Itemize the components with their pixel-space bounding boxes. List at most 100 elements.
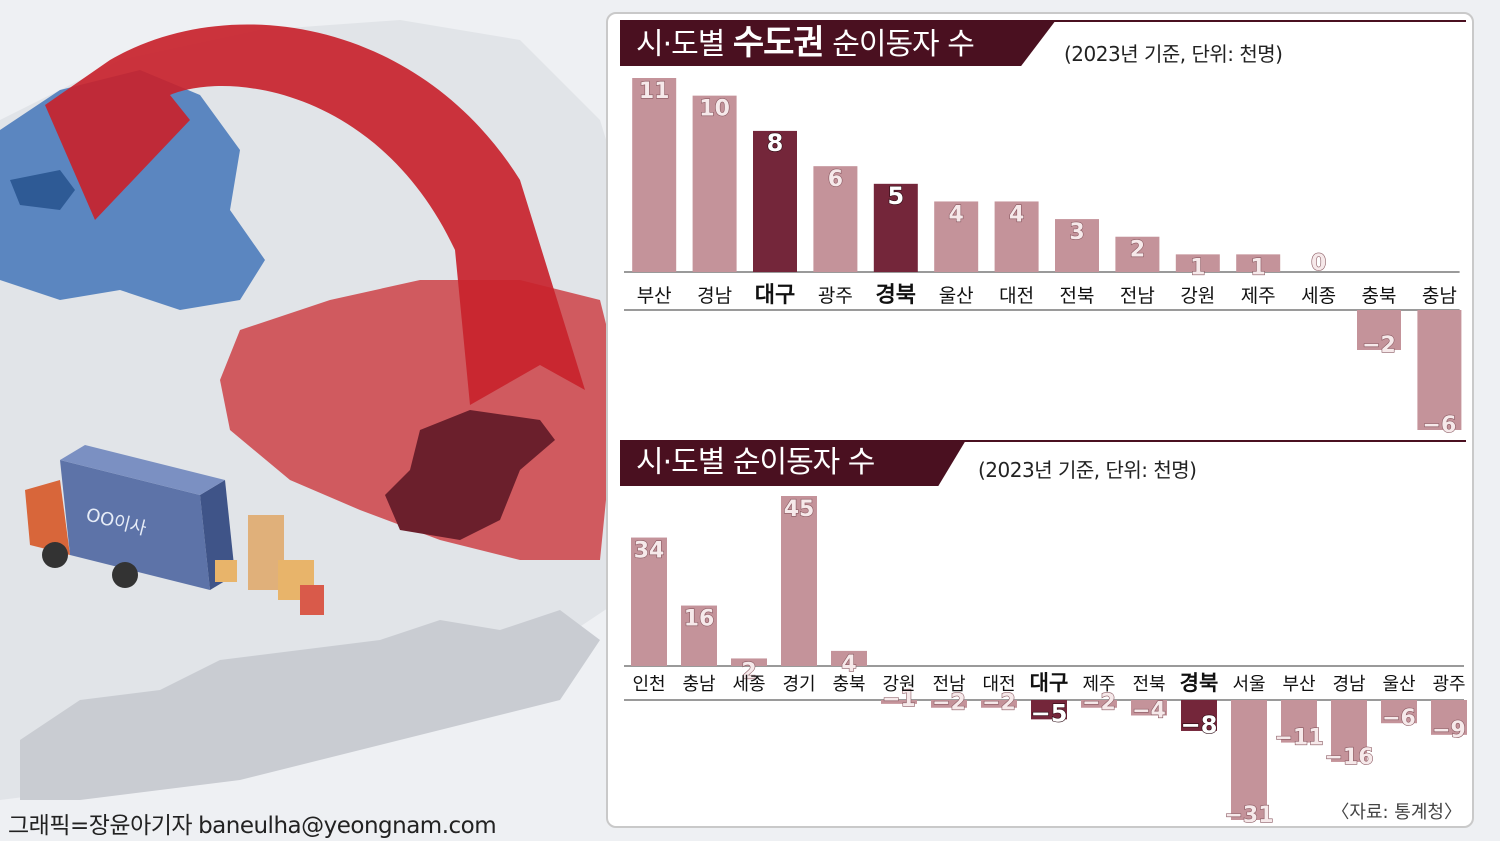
- chart2-bar: [731, 658, 767, 666]
- chart1-value-label: 3: [1069, 220, 1084, 245]
- chart2-category-label: 강원: [882, 674, 915, 695]
- chart2-value-label: −11: [1274, 726, 1323, 751]
- chart1-bar: [994, 201, 1039, 272]
- chart2-bar: [831, 650, 867, 666]
- chart1-category-label: 부산: [637, 285, 672, 307]
- map-southern-coast: [20, 610, 600, 800]
- chart1-category-label: 광주: [818, 285, 853, 307]
- chart2-category-label: 전북: [1132, 674, 1165, 695]
- chart2-title-text: 시·도별 순이동자 수: [636, 445, 875, 480]
- chart2-bar: [1381, 700, 1417, 724]
- chart2-bar: [781, 496, 817, 666]
- chart1-bar: [873, 183, 918, 272]
- chart1-title-post: 순이동자 수: [823, 27, 975, 62]
- map-seoul: [10, 170, 75, 210]
- chart1-category-label: 충남: [1422, 285, 1457, 307]
- chart1-category-label: 충북: [1362, 285, 1397, 307]
- chart1-title-bold: 수도권: [732, 23, 825, 63]
- chart2-bar: [1031, 700, 1067, 720]
- chart2-bar: [1081, 700, 1117, 708]
- chart2-bar: [1231, 700, 1267, 820]
- credit-name: 그래픽=장윤아기자: [8, 813, 193, 839]
- chart1-title-pre: 시·도별: [636, 27, 733, 62]
- chart1-category-label: 울산: [939, 285, 974, 307]
- chart1-value-label: 4: [949, 202, 964, 227]
- chart2-category-label: 울산: [1382, 674, 1415, 695]
- chart1-category-label: 세종: [1301, 285, 1336, 307]
- chart1-value-label: 5: [887, 182, 904, 210]
- chart2-value-label: 45: [784, 497, 815, 522]
- chart2-value-label: −5: [1031, 699, 1068, 727]
- chart2-value-label: 2: [741, 659, 756, 684]
- chart2-value-label: −16: [1324, 745, 1373, 770]
- chart2-category-label: 경북: [1180, 671, 1219, 695]
- chart2-bar: [631, 537, 667, 666]
- chart2-category-label: 서울: [1232, 674, 1265, 695]
- chart1-bar: [1417, 310, 1462, 430]
- chart2-category-label: 제주: [1082, 674, 1115, 695]
- chart1-bar: [1357, 310, 1401, 350]
- chart1-bar: [1055, 219, 1099, 272]
- chart2-value-label: 16: [684, 607, 715, 632]
- chart2-value-label: 4: [841, 652, 856, 677]
- chart2-bar: [931, 700, 967, 708]
- chart2-value-label: −1: [882, 687, 916, 712]
- chart2-category-label: 부산: [1282, 674, 1315, 695]
- chart2-value-label: 34: [634, 539, 665, 564]
- chart2-bar: [1181, 700, 1217, 731]
- furniture-boxes: [215, 515, 324, 615]
- chart2-category-label: 대전: [982, 674, 1015, 695]
- migration-arrow: [45, 24, 585, 405]
- chart2-value-label: −8: [1181, 711, 1218, 739]
- chart2-value-label: −6: [1382, 706, 1416, 731]
- chart2-bar: [1431, 700, 1467, 735]
- chart2-title: 시·도별 순이동자 수: [620, 440, 966, 486]
- chart1-bar: [1236, 254, 1281, 272]
- data-source: 〈자료: 통계청〉: [1331, 802, 1462, 823]
- chart1-value-label: 4: [1009, 202, 1024, 227]
- chart1-note: (2023년 기준, 단위: 천명): [1064, 42, 1283, 66]
- chart1-title: 시·도별 수도권 순이동자 수: [620, 20, 1056, 66]
- chart2-value-label: −31: [1224, 803, 1273, 828]
- chart1-bar: [1175, 254, 1220, 272]
- credit-email: baneulha@yeongnam.com: [198, 813, 497, 839]
- chart2-category-label: 인천: [632, 674, 665, 695]
- chart2-category-label: 충남: [682, 674, 715, 695]
- chart2-value-label: −2: [932, 691, 966, 716]
- chart1-category-label: 제주: [1241, 285, 1276, 307]
- chart1-bar: [632, 78, 677, 272]
- chart1-value-label: 0: [1311, 251, 1326, 276]
- chart1-bar: [692, 95, 737, 273]
- chart1-category-label: 대전: [999, 285, 1034, 307]
- chart1-bar: [934, 201, 979, 272]
- chart2-bar: [1131, 700, 1167, 716]
- chart1-category-label: 전남: [1120, 285, 1155, 307]
- charts-panel: 시·도별 수도권 순이동자 수 (2023년 기준, 단위: 천명) 시·도별 …: [606, 12, 1474, 828]
- chart2-value-label: −4: [1132, 698, 1166, 723]
- chart2-category-label: 대구: [1030, 671, 1069, 695]
- chart2-bar: [1331, 700, 1367, 762]
- chart1-value-label: −2: [1362, 333, 1396, 358]
- chart1-category-label: 전북: [1060, 285, 1095, 307]
- chart2-category-label: 경남: [1332, 674, 1365, 695]
- chart1-value-label: −6: [1423, 413, 1457, 438]
- chart2-category-label: 전남: [932, 674, 965, 695]
- chart1-value-label: 6: [828, 167, 843, 192]
- chart1-bar: [813, 166, 858, 272]
- chart1-value-label: 10: [699, 97, 730, 122]
- chart2-value-label: −2: [982, 691, 1016, 716]
- chart2-category-label: 세종: [732, 674, 765, 695]
- graphic-credit: 그래픽=장윤아기자 baneulha@yeongnam.com: [8, 806, 497, 840]
- chart1-bar: [1115, 236, 1160, 272]
- chart2-category-label: 충북: [832, 674, 865, 695]
- chart2-value-label: −2: [1082, 691, 1116, 716]
- map-daegu-region: [385, 410, 555, 540]
- chart2-category-label: 광주: [1432, 674, 1465, 695]
- chart1-bar: [753, 130, 797, 272]
- chart1-value-label: 8: [767, 129, 784, 157]
- chart1-value-label: 1: [1190, 255, 1205, 280]
- chart2-bar: [681, 605, 717, 666]
- chart2-bar: [1281, 700, 1317, 743]
